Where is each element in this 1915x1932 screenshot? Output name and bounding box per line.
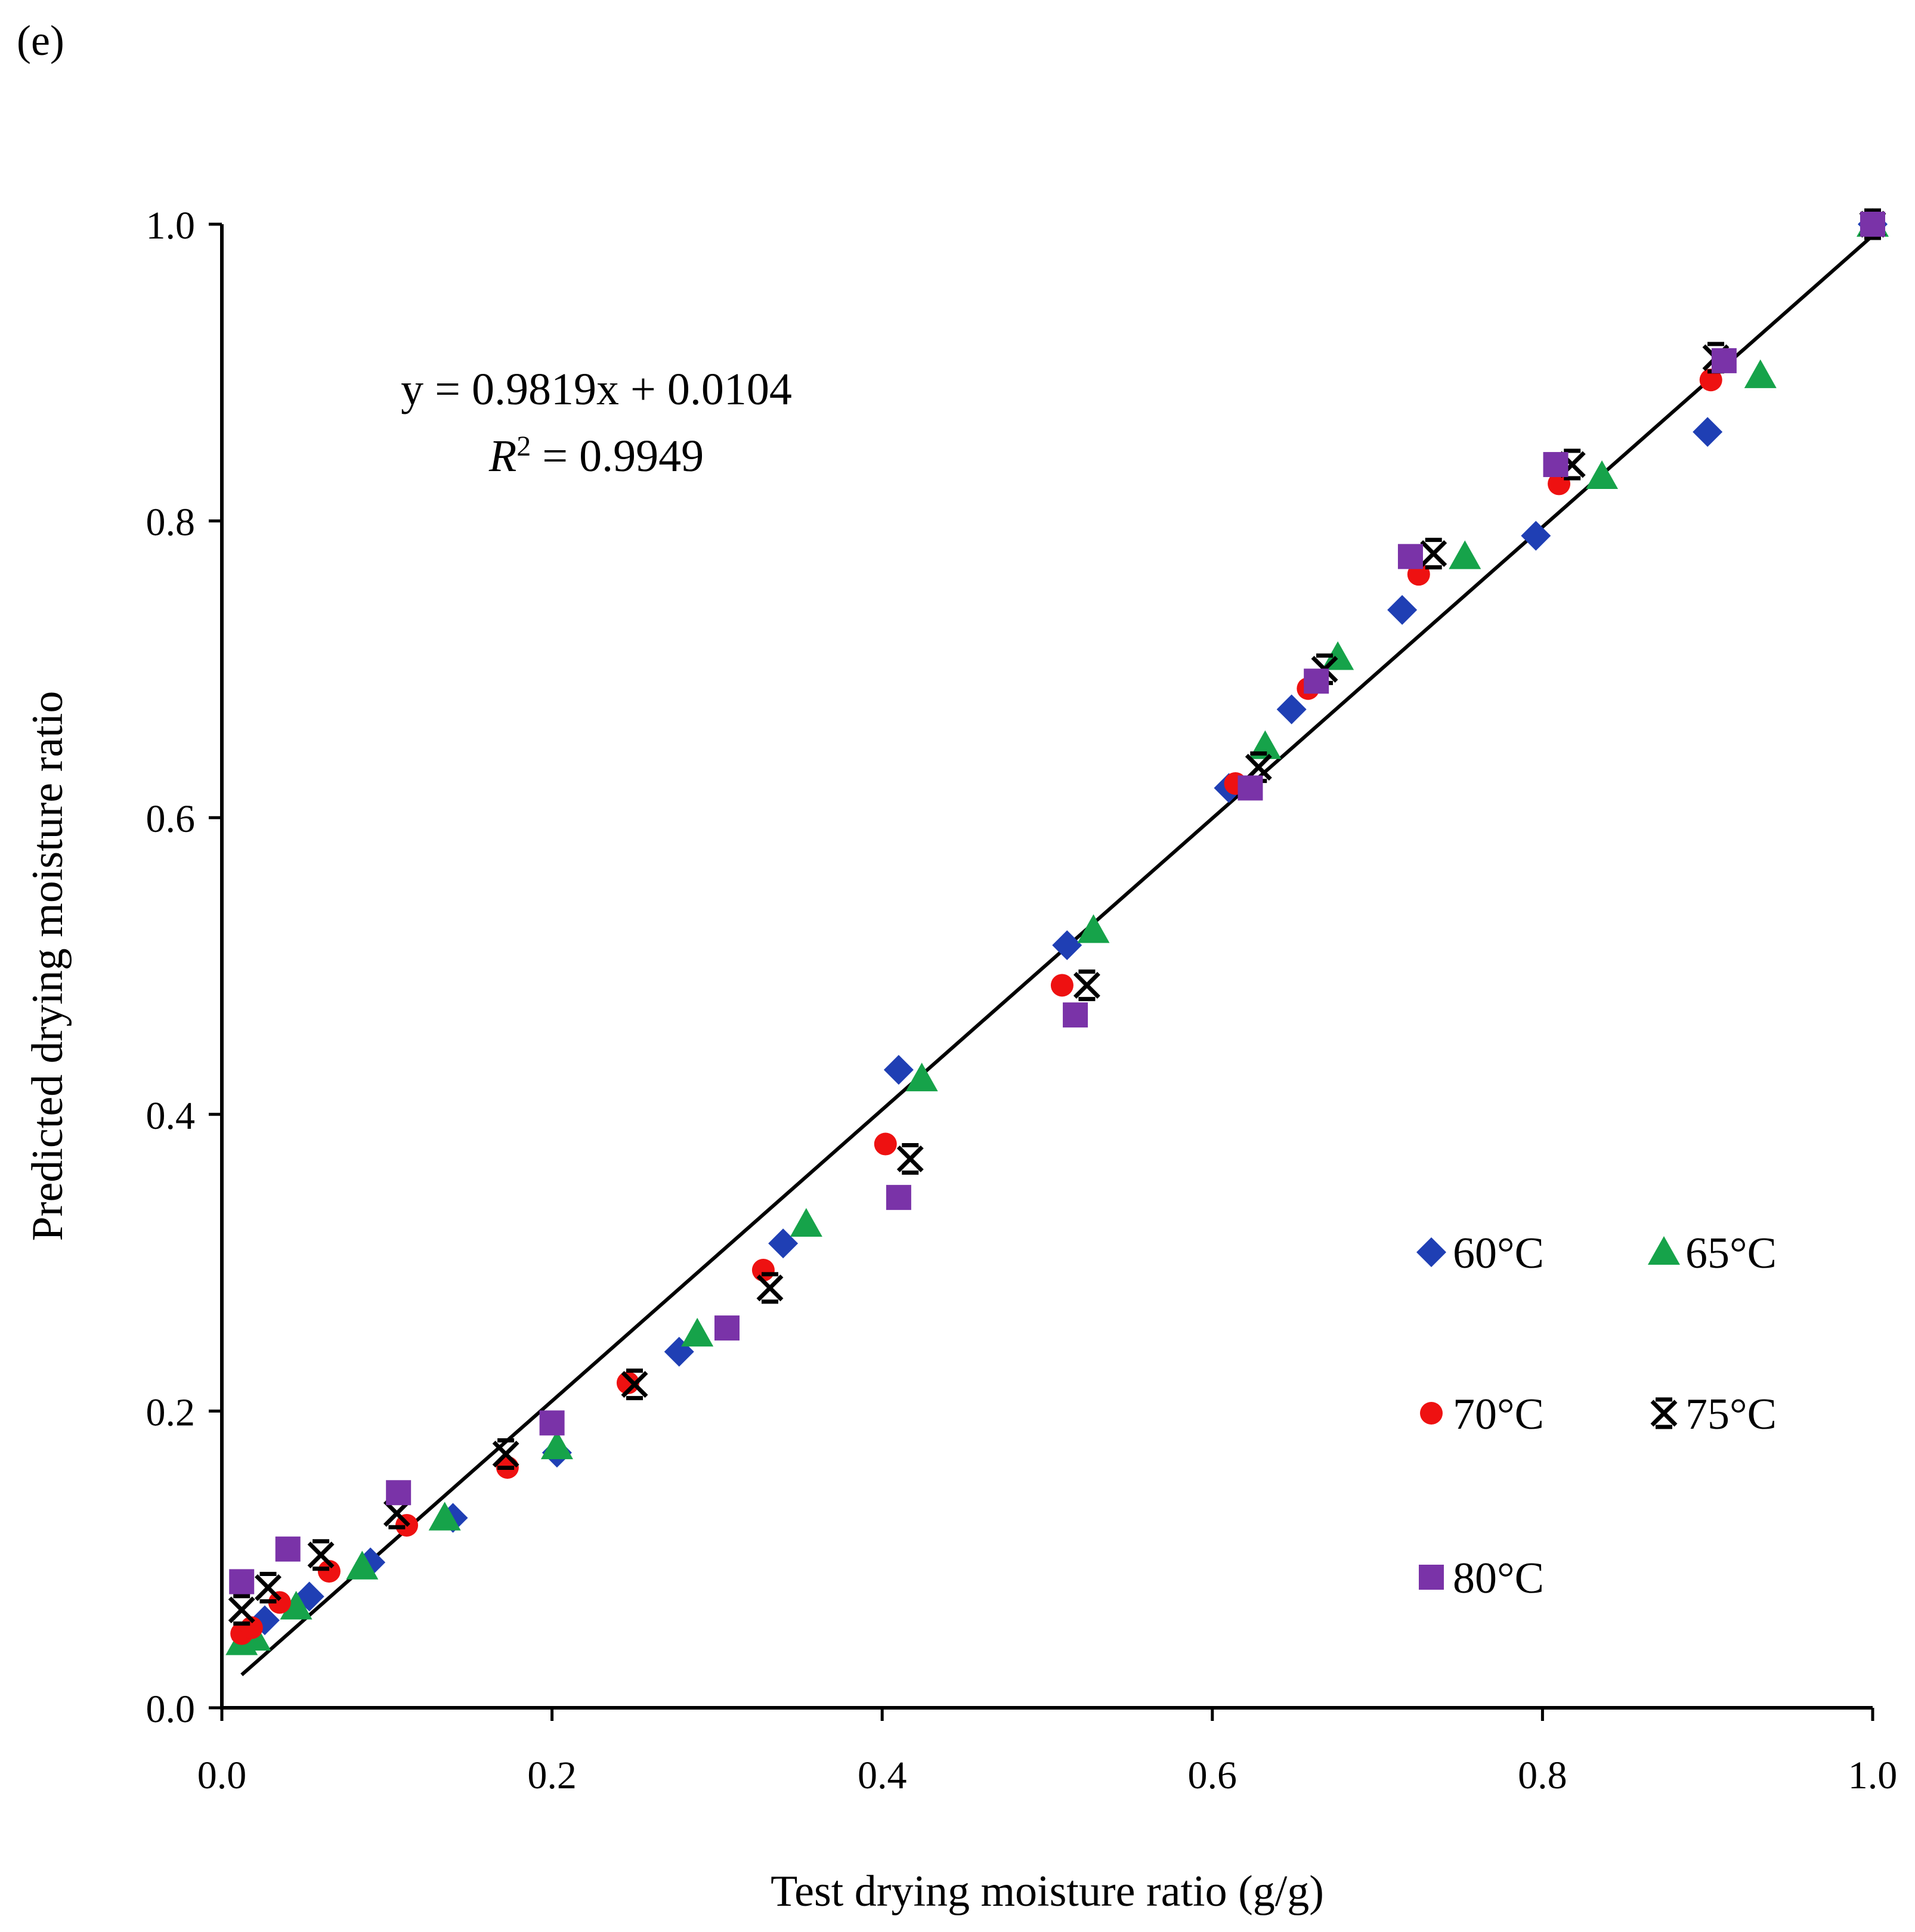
y-tick-label: 0.2 — [146, 1391, 196, 1434]
y-tick-label: 0.0 — [146, 1688, 196, 1731]
point-60c — [1052, 930, 1082, 961]
y-tick-label: 0.6 — [146, 797, 196, 841]
point-80c — [1711, 348, 1737, 373]
point-70c — [1699, 369, 1722, 392]
legend: 60°C 65°C 70°C 75°C 80°C — [1416, 1229, 1777, 1603]
point-65c — [905, 1063, 938, 1092]
legend-label: 75°C — [1685, 1390, 1777, 1439]
point-80c — [539, 1410, 565, 1436]
legend-label: 70°C — [1453, 1390, 1544, 1439]
point-60c — [1387, 595, 1418, 625]
point-75c — [896, 1143, 924, 1175]
point-75c — [255, 1571, 281, 1603]
legend-label: 60°C — [1453, 1229, 1544, 1278]
r-squared-value: = 0.9949 — [531, 431, 704, 481]
r-superscript: 2 — [516, 431, 531, 462]
point-75c — [492, 1438, 519, 1470]
point-65c — [346, 1550, 379, 1580]
point-80c — [714, 1315, 740, 1341]
point-70c — [751, 1259, 775, 1282]
x-tick-label: 0.2 — [527, 1754, 577, 1797]
series-60c — [231, 209, 1888, 1655]
y-ticks: 0.0 0.2 0.4 0.6 0.8 1.0 — [146, 204, 222, 1731]
x-tick-label: 0.6 — [1188, 1754, 1238, 1797]
point-65c — [790, 1208, 822, 1237]
point-65c — [540, 1431, 573, 1460]
series-75c — [228, 208, 1886, 1626]
point-75c — [621, 1368, 648, 1401]
point-75c — [1420, 537, 1447, 569]
point-80c — [1860, 212, 1885, 237]
legend-marker-65c — [1648, 1236, 1680, 1265]
legend-marker-75c — [1650, 1397, 1678, 1429]
legend-marker-70c — [1420, 1402, 1443, 1425]
point-60c — [1693, 417, 1723, 447]
point-80c — [1397, 544, 1423, 569]
fit-line — [240, 234, 1874, 1677]
legend-item-70c: 70°C — [1420, 1390, 1544, 1439]
point-75c — [756, 1272, 784, 1304]
point-65c — [1586, 460, 1619, 490]
point-80c — [275, 1536, 301, 1562]
point-60c — [883, 1055, 914, 1085]
point-65c — [1077, 914, 1110, 943]
x-axis-title: Test drying moisture ratio (g/g) — [771, 1867, 1324, 1916]
point-75c — [307, 1539, 335, 1571]
x-tick-label: 0.8 — [1518, 1754, 1567, 1797]
point-70c — [874, 1132, 897, 1156]
point-80c — [886, 1185, 911, 1210]
point-80c — [1543, 452, 1568, 478]
legend-label: 65°C — [1685, 1229, 1777, 1278]
point-60c — [1521, 521, 1551, 551]
point-80c — [229, 1569, 255, 1594]
point-65c — [280, 1590, 313, 1620]
panel-label: (e) — [17, 17, 64, 64]
x-ticks: 0.0 0.2 0.4 0.6 0.8 1.0 — [197, 1708, 1898, 1797]
r-symbol: R — [488, 431, 516, 481]
r-squared: R2 = 0.9949 — [488, 431, 704, 482]
point-65c — [681, 1318, 714, 1347]
legend-marker-80c — [1419, 1565, 1444, 1590]
y-axis-title: Predicted drying moisture ratio — [23, 691, 72, 1241]
data-points — [225, 208, 1889, 1655]
point-65c — [428, 1501, 461, 1531]
x-tick-label: 1.0 — [1848, 1754, 1898, 1797]
y-tick-label: 1.0 — [146, 204, 196, 247]
series-70c — [230, 213, 1884, 1645]
point-65c — [1744, 359, 1777, 388]
y-tick-label: 0.8 — [146, 501, 196, 544]
point-65c — [1449, 540, 1481, 569]
series-80c — [229, 212, 1885, 1594]
point-80c — [1304, 668, 1329, 694]
point-60c — [1276, 694, 1307, 724]
point-80c — [1063, 1002, 1088, 1028]
y-tick-label: 0.4 — [146, 1094, 196, 1138]
legend-marker-60c — [1416, 1237, 1446, 1267]
point-80c — [1238, 775, 1263, 801]
point-70c — [1050, 974, 1073, 997]
point-70c — [317, 1560, 341, 1583]
fit-equation: y = 0.9819x + 0.0104 — [401, 364, 792, 414]
x-tick-label: 0.0 — [197, 1754, 247, 1797]
legend-item-80c: 80°C — [1419, 1554, 1544, 1603]
point-75c — [228, 1594, 255, 1626]
series-65c — [225, 208, 1889, 1655]
legend-label: 80°C — [1453, 1554, 1544, 1603]
x-tick-label: 0.4 — [858, 1754, 907, 1797]
point-70c — [616, 1371, 639, 1395]
legend-item-75c: 75°C — [1650, 1390, 1777, 1439]
legend-item-60c: 60°C — [1416, 1229, 1544, 1278]
point-70c — [268, 1591, 291, 1614]
point-80c — [386, 1480, 412, 1506]
point-75c — [1073, 969, 1100, 1001]
legend-item-65c: 65°C — [1648, 1229, 1777, 1278]
plot-area: 0.0 0.2 0.4 0.6 0.8 1.0 0.0 0.2 0.4 0.6 0.8 1.0 — [146, 204, 1898, 1797]
